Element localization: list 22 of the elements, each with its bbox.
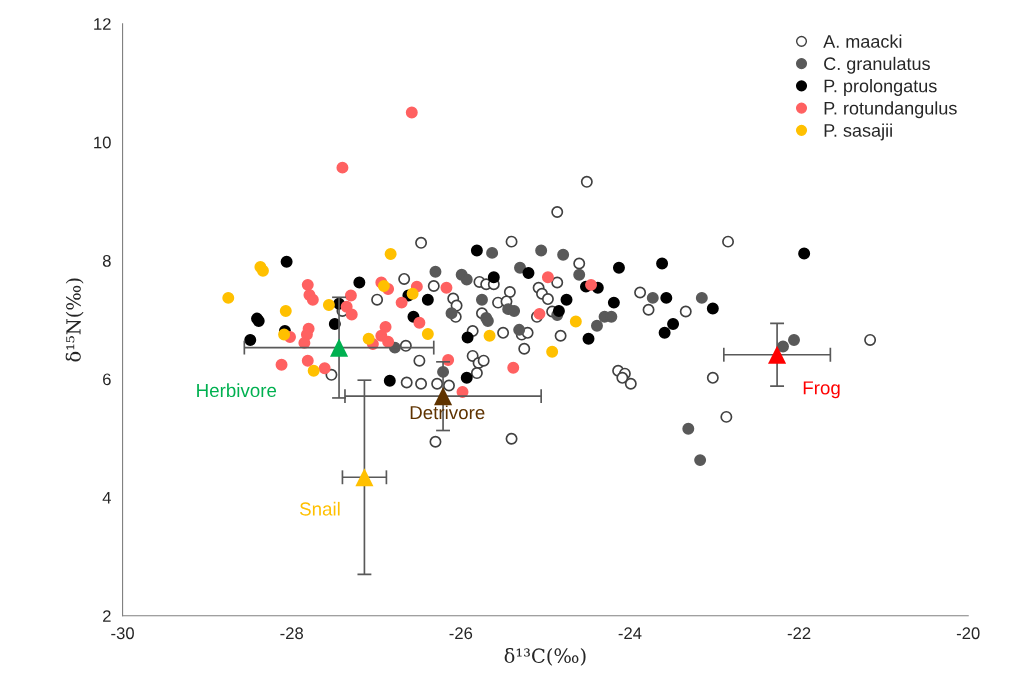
legend-label: C. granulatus: [824, 56, 930, 74]
y-tick-label: 10: [94, 136, 111, 149]
y-tick-label: 8: [102, 254, 111, 267]
x-tick-label: -22: [787, 627, 811, 640]
y-axis-title: δ¹⁵N(‰): [65, 278, 84, 362]
y-tick-label: 6: [103, 373, 111, 386]
x-tick-label: -26: [449, 627, 473, 640]
series-label: Snail: [299, 501, 340, 516]
text: Herbivore: [197, 383, 277, 398]
y-tick-label: 4: [102, 491, 111, 504]
y-tick-label: 2: [103, 610, 111, 622]
x-tick-label: -28: [280, 627, 304, 640]
legend-label: P. rotundangulus: [824, 101, 957, 119]
x-tick-label: -20: [956, 627, 980, 640]
series-label: Frog: [803, 381, 840, 399]
x-tick-label: -24: [618, 627, 642, 640]
y-tick-label: 12: [94, 18, 111, 30]
legend-label: P. prolongatus: [824, 79, 937, 96]
legend-label: P. sasajii: [824, 123, 892, 141]
x-axis-title: δ¹³C(‰): [504, 647, 586, 666]
x-tick-label: -30: [111, 627, 134, 640]
legend-label: A. maacki: [823, 34, 902, 48]
